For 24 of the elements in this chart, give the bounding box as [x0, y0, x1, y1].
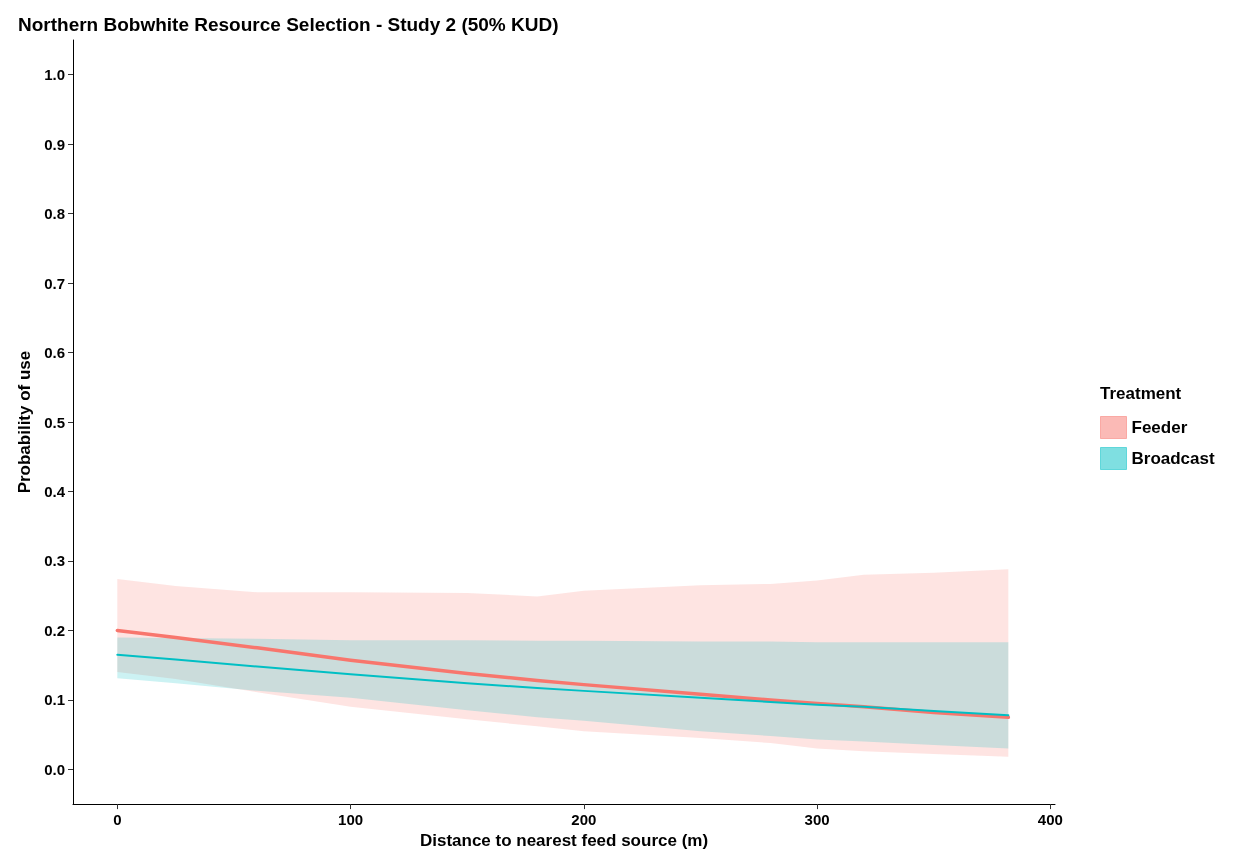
y-tick-label: 0.8: [44, 205, 65, 223]
y-tick-label: 0.4: [44, 483, 66, 501]
y-tick-label: 0.5: [44, 413, 65, 431]
y-tick-label: 0.6: [44, 344, 65, 362]
y-tick-label: 1.0: [44, 66, 65, 84]
y-axis-title: Probability of use: [15, 350, 34, 494]
x-axis-title: Distance to nearest feed source (m): [419, 831, 709, 850]
legend-label: Feeder: [1131, 418, 1188, 437]
x-tick-label: 100: [338, 811, 364, 829]
x-tick-label: 200: [571, 811, 597, 829]
x-tick-label: 0: [113, 811, 122, 829]
line-series: [115, 628, 1011, 720]
y-tick-label: 0.9: [44, 135, 65, 153]
y-tick-label: 0.3: [44, 552, 65, 570]
line-series: [116, 653, 1010, 717]
x-tick-label: 400: [1037, 811, 1063, 829]
legend-title: Treatment: [1100, 384, 1182, 403]
x-tick-label: 300: [804, 811, 830, 829]
chart-title: Northern Bobwhite Resource Selection - Study 2 (50% KUD): [18, 14, 559, 35]
y-tick-label: 0.7: [44, 274, 65, 292]
y-tick-label: 0.2: [44, 621, 65, 639]
legend-label: Broadcast: [1131, 449, 1215, 468]
y-tick-label: 0.0: [44, 760, 65, 778]
y-tick-label: 0.1: [44, 691, 65, 709]
